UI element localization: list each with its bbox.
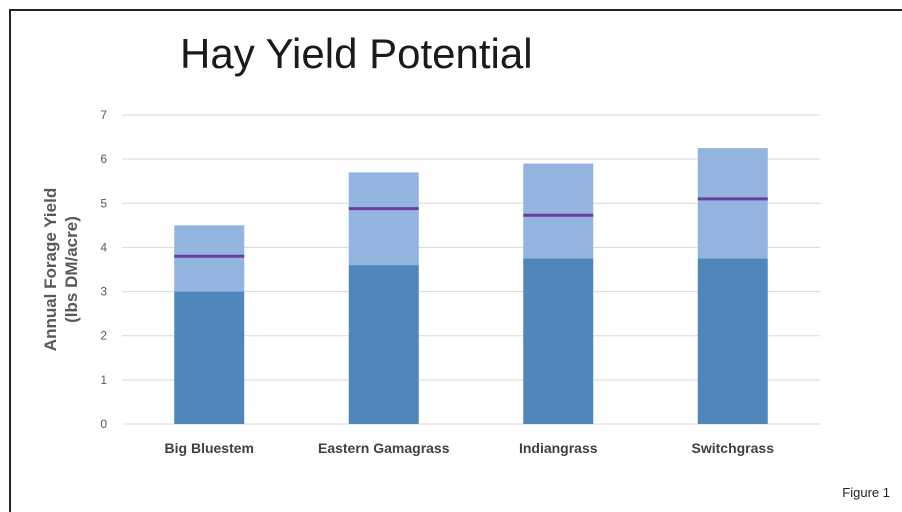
figure-label: Figure 1 [842, 485, 890, 500]
x-tick-label: Indiangrass [519, 440, 598, 456]
bar-base-segment [523, 258, 594, 424]
y-tick-label: 7 [100, 108, 107, 122]
y-axis-title-line: (lbs DM/acre) [62, 216, 81, 323]
chart-title: Hay Yield Potential [180, 30, 533, 77]
bar-upper-segment [523, 163, 594, 259]
figure-frame [9, 9, 902, 512]
y-axis-title: Annual Forage Yield (lbs DM/acre) [41, 188, 81, 351]
y-tick-label: 5 [100, 196, 107, 210]
y-tick-label: 3 [100, 285, 107, 299]
x-tick-labels: Big Bluestem Eastern Gamagrass Indiangrass… [165, 440, 775, 456]
y-tick-label: 2 [100, 329, 107, 343]
bar-upper-segment [174, 225, 245, 292]
markers [174, 197, 768, 258]
x-tick-label: Eastern Gamagrass [318, 440, 450, 456]
y-tick-label: 0 [100, 417, 107, 431]
bar-upper-segment [348, 172, 419, 266]
bars [174, 148, 768, 424]
bar-base-segment [174, 291, 245, 424]
x-tick-label: Switchgrass [692, 440, 775, 456]
bar-base-segment [697, 258, 768, 424]
y-tick-label: 6 [100, 152, 107, 166]
bar-upper-segment [697, 148, 768, 259]
y-tick-label: 4 [100, 240, 107, 254]
y-axis-title-line: Annual Forage Yield [41, 188, 60, 351]
y-tick-labels: 0 1 2 3 4 5 6 7 [100, 108, 107, 431]
y-tick-label: 1 [100, 373, 107, 387]
x-tick-label: Big Bluestem [165, 440, 254, 456]
bar-base-segment [348, 265, 419, 424]
